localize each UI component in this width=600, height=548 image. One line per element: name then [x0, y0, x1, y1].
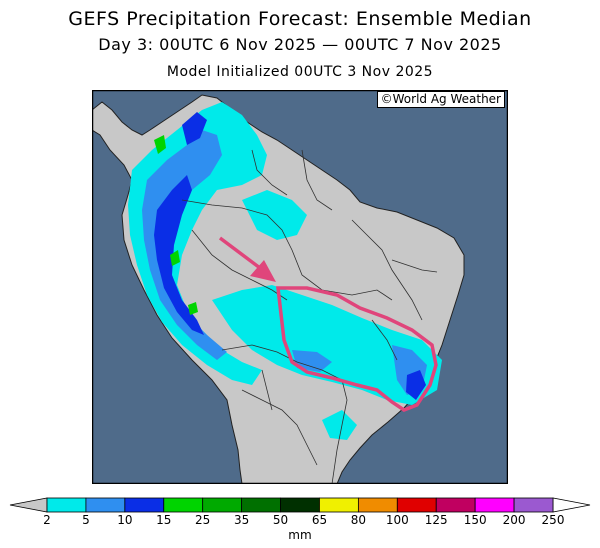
- map-panel: ©World Ag Weather: [92, 90, 508, 484]
- highlight-outline: [276, 286, 438, 412]
- legend-box: [357, 497, 398, 513]
- legend-tick-label: 15: [156, 513, 171, 527]
- legend-box: [280, 497, 320, 513]
- init-time: Model Initialized 00UTC 3 Nov 2025: [166, 64, 434, 80]
- legend-box: [319, 497, 359, 513]
- legend-tick-label: 5: [82, 513, 90, 527]
- legend-box: [85, 497, 126, 513]
- legend-tick-label: 65: [312, 513, 327, 527]
- legend-box: [46, 497, 87, 513]
- highlight-annotation: [218, 236, 438, 412]
- legend-box: [513, 497, 554, 513]
- precip-shading: [128, 102, 442, 440]
- legend-tick-label: 200: [503, 513, 526, 527]
- legend-box: [396, 497, 437, 513]
- legend-tick-label: 35: [234, 513, 249, 527]
- legend-tick-label: 10: [117, 513, 132, 527]
- highlight-arrow-line: [218, 236, 262, 270]
- legend-box: [435, 497, 476, 513]
- legend-cap-below: [9, 497, 48, 513]
- legend-tick-label: 250: [542, 513, 565, 527]
- map-frame: [92, 90, 508, 484]
- legend-tick-label: 125: [425, 513, 448, 527]
- map-title: GEFS Precipitation Forecast: Ensemble Me…: [68, 8, 532, 30]
- legend-tick-labels: 2 5 10 15 25 35 50 65 80 100 125 150 200 250: [43, 513, 564, 527]
- country-borders: [181, 149, 438, 484]
- legend-box: [124, 497, 165, 513]
- precip-legend: 2 5 10 15 25 35 50 65 80 100 125 150 200 250: [9, 497, 591, 527]
- legend-tick-label: 25: [195, 513, 210, 527]
- legend-tick-label: 100: [386, 513, 409, 527]
- legend-tick-label: 50: [273, 513, 288, 527]
- legend-tick-label: 80: [351, 513, 366, 527]
- precip-map: [92, 90, 508, 484]
- legend-box: [474, 497, 515, 513]
- highlight-arrowhead: [250, 260, 276, 282]
- credit-label: ©World Ag Weather: [376, 91, 505, 108]
- legend-box: [241, 497, 281, 513]
- valid-period: Day 3: 00UTC 6 Nov 2025 — 00UTC 7 Nov 20…: [98, 35, 502, 54]
- legend-units: mm: [288, 528, 312, 542]
- legend-tick-label: 2: [43, 513, 51, 527]
- legend-box: [202, 497, 243, 513]
- legend-box: [163, 497, 204, 513]
- legend-tick-label: 150: [464, 513, 487, 527]
- legend-color-boxes: [9, 497, 591, 513]
- legend-cap-above: [552, 497, 591, 513]
